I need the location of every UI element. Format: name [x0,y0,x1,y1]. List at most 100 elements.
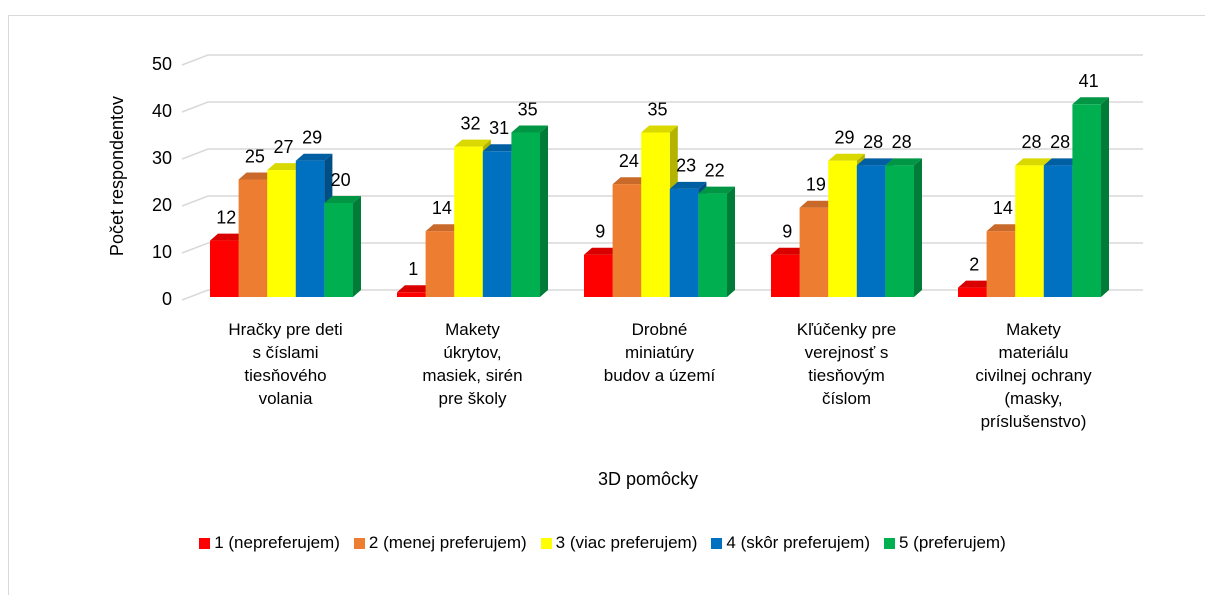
legend-swatch [199,537,211,549]
legend-item: 5 (preferujem) [884,533,1006,553]
legend-item: 1 (nepreferujem) [199,533,340,553]
bar-top [482,144,520,152]
bar-top [238,172,276,180]
legend-label: 1 (nepreferujem) [214,533,340,552]
y-tick-label: 40 [152,101,172,121]
chart-border [8,15,1205,595]
bar-top [511,125,548,133]
bar [612,184,642,297]
legend-label: 2 (menej preferujem) [368,533,527,552]
legend-swatch [353,537,365,549]
x-tick-label: Kľúčenky pre verejnosť s tiesňovým číslo… [796,320,897,408]
bar-top [612,177,650,185]
value-label: 9 [595,221,605,241]
bar [267,170,296,297]
bar-top [771,247,808,255]
value-label: 29 [834,127,854,147]
bar [1015,165,1044,297]
bar-side [1101,97,1109,297]
bar-top [1043,158,1081,166]
grid-line [181,101,1143,113]
value-label: 25 [245,146,265,166]
grid-line [181,148,1143,160]
bar [856,165,886,297]
value-label: 28 [1050,132,1070,152]
bar [454,146,483,297]
value-label: 28 [863,132,883,152]
bar-side [353,196,361,297]
bar [771,254,800,297]
bar-top [324,196,361,203]
value-label: 28 [892,132,912,152]
y-tick-label: 30 [152,148,172,168]
bar [210,240,239,297]
bar-top [669,181,707,189]
bar-top [698,186,735,194]
legend-label: 3 (viac preferujem) [555,533,698,552]
bar [511,132,540,297]
bar-top [856,158,894,166]
bar-top [1015,158,1052,166]
bar-top [1072,97,1109,105]
value-label: 19 [806,174,826,194]
bar-side [727,186,735,297]
bar [669,188,699,297]
legend-swatch [884,537,895,549]
bar [986,231,1016,297]
x-tick-label: Hračky pre deti s číslami tiesňového vol… [228,320,343,408]
legend-item: 2 (menej preferujem) [353,533,527,553]
legend: 1 (nepreferujem) 2 (menej preferujem) 3 (v… [0,533,1205,553]
value-label: 14 [993,198,1013,218]
bar [799,207,829,297]
y-tick-label: 50 [152,54,172,74]
bar [1072,104,1101,297]
x-tick-label: Makety materiálu civilnej ochrany (masky… [975,320,1092,431]
value-label: 24 [619,151,639,171]
legend-item: 3 (viac preferujem) [540,533,698,553]
bar-top [425,224,463,232]
bar-side [540,125,548,297]
bar [584,254,613,297]
bar-top [641,125,678,133]
value-label: 1 [408,259,418,279]
value-label: 41 [1079,71,1099,91]
bar-top [267,163,304,171]
value-label: 35 [647,99,667,119]
value-label: 35 [518,99,538,119]
y-axis-title: Počet respondentov [107,96,127,256]
bar-side [914,158,922,297]
bar [828,160,857,297]
x-axis-title: 3D pomôcky [598,469,698,489]
bar-top [295,153,333,161]
bar [397,292,426,297]
legend-label: 4 (skôr preferujem) [726,533,870,552]
y-tick-label: 10 [152,242,172,262]
legend-label: 5 (preferujem) [899,533,1006,552]
legend-swatch [540,537,552,549]
value-label: 2 [969,254,979,274]
value-label: 9 [782,221,792,241]
legend-swatch [711,537,723,549]
bar-top [986,224,1024,232]
value-label: 23 [676,156,696,176]
bar [641,132,670,297]
bar [698,193,727,297]
bar [238,179,268,297]
x-tick-label: Drobné miniatúry budov a území [603,320,716,385]
bar-top [584,247,621,255]
bar-top [397,285,434,293]
bar [482,151,512,297]
value-label: 29 [302,127,322,147]
grid-line [181,54,1143,66]
value-label: 12 [216,207,236,227]
bar-top [454,139,491,147]
value-label: 32 [460,113,480,133]
bar [295,160,325,297]
value-label: 20 [331,170,351,190]
y-tick-label: 0 [162,289,172,309]
bar-top [210,233,247,241]
bar-top [799,200,837,208]
legend-item: 4 (skôr preferujem) [711,533,870,553]
bar [324,203,353,297]
